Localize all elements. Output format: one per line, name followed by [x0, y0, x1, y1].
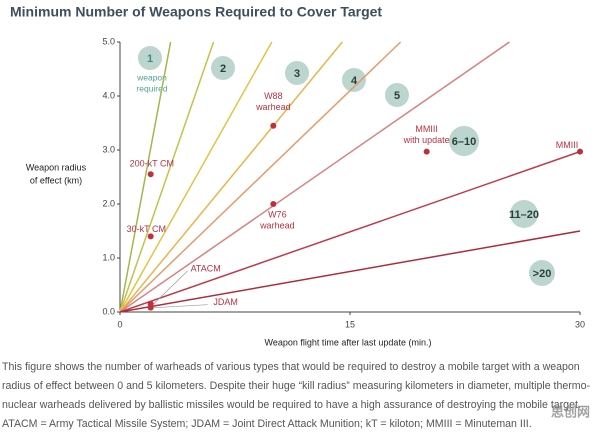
- chart-title: Minimum Number of Weapons Required to Co…: [10, 4, 382, 20]
- point-label: 30-kT CM: [127, 224, 166, 234]
- region-bubble: [510, 200, 538, 228]
- region-bubble: [385, 83, 409, 107]
- point-label: MMIII: [556, 140, 579, 150]
- weapon-line: [119, 41, 343, 313]
- point-label: ATACM: [191, 263, 221, 273]
- caption: nuclear warheads delivered by ballistic …: [2, 399, 581, 411]
- x-tick-label: 0: [117, 319, 122, 329]
- region-bubble: [138, 46, 162, 70]
- y-tick-label: 2.0: [102, 198, 115, 208]
- caption: ATACM = Army Tactical Missile System; JD…: [2, 418, 532, 430]
- leader-line: [153, 304, 208, 309]
- region-label: 6–10: [452, 136, 476, 148]
- region-label: 11–20: [509, 209, 539, 221]
- region-note: weapon: [136, 72, 167, 82]
- x-axis-label: Weapon flight time after last update (mi…: [265, 337, 432, 347]
- y-axis-label: of effect (km): [30, 175, 82, 185]
- point-label: 200-kT CM: [130, 159, 174, 169]
- point-label: W88: [264, 91, 283, 101]
- y-tick-label: 4.0: [102, 90, 115, 100]
- region-bubble: [285, 61, 309, 85]
- region-label: 3: [294, 68, 300, 80]
- region-label: 4: [351, 75, 358, 87]
- point-label: warhead: [255, 102, 291, 112]
- region-note: required: [136, 83, 167, 93]
- point-label: MMIII: [415, 124, 438, 134]
- region-bubble: [211, 56, 235, 80]
- point-label: with update: [403, 135, 450, 145]
- weapon-point: [577, 148, 583, 155]
- weapon-point: [147, 171, 154, 178]
- weapon-point: [270, 201, 277, 207]
- region-bubble: [449, 126, 479, 156]
- region-label: 1: [147, 53, 153, 65]
- weapon-point: [270, 122, 277, 129]
- y-axis-label: Weapon radius: [26, 162, 87, 172]
- point-label: W76: [268, 209, 287, 219]
- weapon-line: [119, 41, 172, 313]
- x-tick-label: 15: [345, 319, 355, 329]
- weapon-line: [119, 230, 581, 313]
- weapon-point: [147, 304, 154, 311]
- y-tick-label: 1.0: [102, 252, 115, 262]
- weapon-line: [119, 41, 215, 313]
- x-tick-label: 30: [575, 319, 585, 329]
- weapon-line: [119, 41, 510, 313]
- weapon-line: [119, 41, 402, 313]
- y-tick-label: 3.0: [102, 144, 115, 154]
- caption: radius of effect between 0 and 5 kilomet…: [2, 380, 591, 392]
- region-bubble: [529, 260, 555, 286]
- region-label: 2: [220, 63, 226, 75]
- weapon-point: [147, 233, 154, 240]
- caption: This figure shows the number of warheads…: [2, 361, 580, 373]
- region-label: 5: [394, 90, 400, 102]
- weapon-line: [119, 150, 581, 313]
- point-label: JDAM: [213, 297, 238, 307]
- watermark: 思创网: [551, 404, 590, 419]
- region-label: >20: [533, 268, 552, 280]
- weapon-line: [119, 41, 273, 313]
- region-bubble: [342, 68, 366, 92]
- weapon-point: [423, 148, 430, 155]
- y-tick-label: 0.0: [102, 306, 115, 316]
- point-label: warhead: [259, 220, 295, 230]
- y-tick-label: 5.0: [102, 36, 115, 46]
- leader-line: [153, 270, 188, 305]
